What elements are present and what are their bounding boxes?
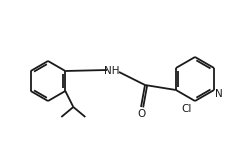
Text: Cl: Cl <box>182 104 192 114</box>
Text: NH: NH <box>104 66 120 76</box>
Text: N: N <box>215 89 223 99</box>
Text: O: O <box>137 109 145 119</box>
